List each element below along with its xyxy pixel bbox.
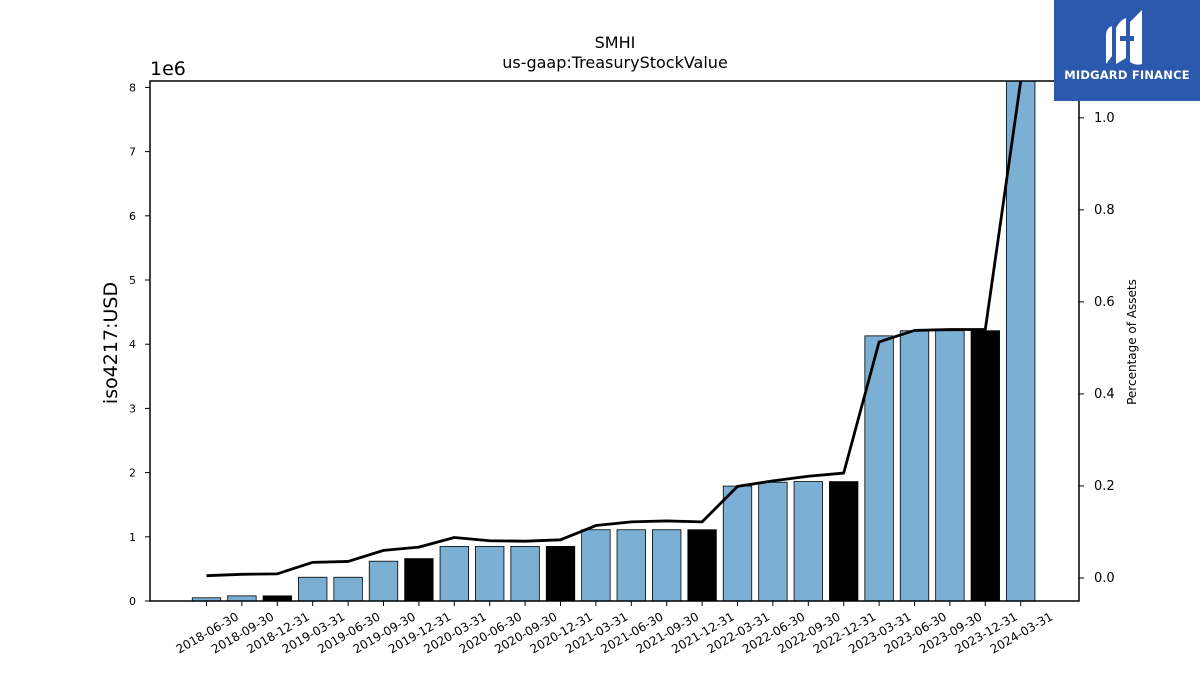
y2-tick-label: 0.6 xyxy=(1094,295,1115,310)
chart-title: SMHI xyxy=(595,33,636,52)
logo-mark-icon xyxy=(1106,10,1142,65)
bar-2018-09-30 xyxy=(227,595,257,602)
y-tick-label: 8 xyxy=(129,81,136,94)
y-tick-label: 5 xyxy=(129,274,136,287)
bar-2019-03-31 xyxy=(298,576,328,602)
y-axis-label: iso4217:USD xyxy=(100,282,122,404)
y2-tick-label: 1.0 xyxy=(1094,111,1115,126)
bar-2021-09-30 xyxy=(652,529,682,602)
y-tick-label: 6 xyxy=(129,210,136,223)
y-tick-label: 7 xyxy=(129,146,136,159)
bar-2020-06-30 xyxy=(475,546,505,602)
y-offset-text: 1e6 xyxy=(150,58,186,80)
bar-2018-12-31 xyxy=(262,595,292,602)
y2-tick-label: 0.2 xyxy=(1094,479,1115,494)
y-tick-label: 1 xyxy=(129,531,136,544)
bar-2021-06-30 xyxy=(616,529,646,602)
bar-2020-03-31 xyxy=(439,546,469,602)
bar-2019-12-31 xyxy=(404,558,434,602)
percentage-line xyxy=(206,80,1023,578)
bar-2019-09-30 xyxy=(368,560,399,602)
bar-2022-12-31 xyxy=(829,481,859,602)
y-tick-label: 0 xyxy=(129,595,136,608)
y-axis-ticks: 0 1 2 3 4 5 6 7 8 xyxy=(129,81,150,608)
bars-group xyxy=(191,80,1036,602)
bar-2020-09-30 xyxy=(510,546,540,602)
bar-2021-03-31 xyxy=(581,529,611,602)
bar-2021-12-31 xyxy=(687,529,717,602)
bar-2019-06-30 xyxy=(333,576,363,602)
bar-2024-03-31 xyxy=(1006,80,1036,602)
chart-subtitle: us-gaap:TreasuryStockValue xyxy=(502,53,728,72)
line-group xyxy=(206,80,1023,578)
y2-tick-label: 0.4 xyxy=(1094,387,1115,402)
y2-axis-label: Percentage of Assets xyxy=(1125,279,1139,405)
bar-2020-12-31 xyxy=(545,546,576,602)
y2-tick-label: 0.8 xyxy=(1094,203,1115,218)
logo: MIDGARD FINANCE xyxy=(1054,0,1200,101)
y2-axis-ticks: 0.0 0.2 0.4 0.6 0.8 1.0 xyxy=(1079,111,1115,586)
y-tick-label: 3 xyxy=(129,402,136,415)
plot-frame xyxy=(149,80,1080,602)
bar-2023-09-30 xyxy=(935,330,965,602)
y-tick-label: 4 xyxy=(129,338,136,351)
y2-tick-label: 0.0 xyxy=(1094,571,1115,586)
bar-2022-06-30 xyxy=(758,481,788,602)
bar-2022-09-30 xyxy=(793,481,823,602)
y-tick-label: 2 xyxy=(129,467,136,480)
bar-2022-03-31 xyxy=(722,485,753,602)
bar-2023-12-31 xyxy=(970,330,1000,602)
logo-text: MIDGARD FINANCE xyxy=(1064,68,1190,82)
bar-2023-06-30 xyxy=(899,330,930,602)
x-axis-ticks: 2018-06-302018-09-302018-12-312019-03-31… xyxy=(174,601,1055,656)
